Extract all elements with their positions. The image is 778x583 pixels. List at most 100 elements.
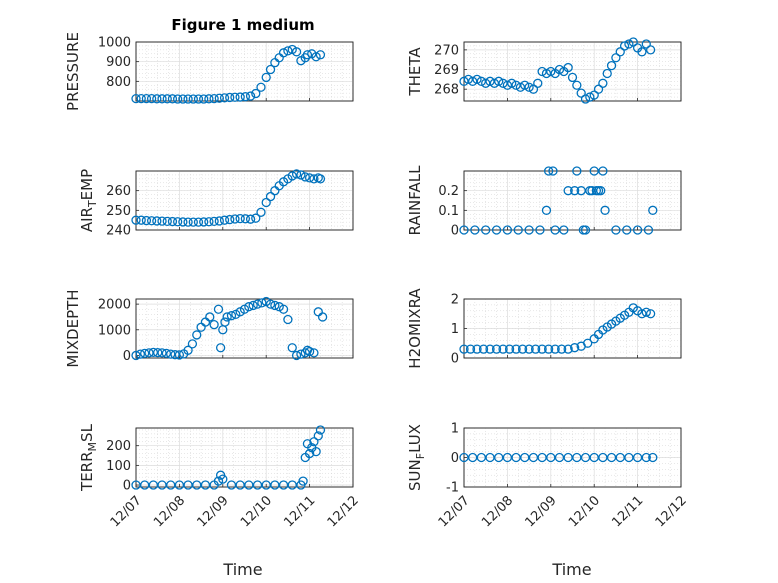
data-point bbox=[546, 66, 556, 77]
data-point bbox=[502, 452, 513, 463]
data-point bbox=[141, 215, 152, 226]
data-point bbox=[166, 480, 176, 490]
data-point bbox=[131, 215, 141, 225]
data-point bbox=[315, 174, 326, 184]
data-point bbox=[472, 344, 482, 354]
data-point bbox=[645, 45, 656, 55]
data-point bbox=[589, 90, 599, 100]
data-point bbox=[287, 480, 297, 490]
data-point bbox=[470, 225, 480, 235]
data-point bbox=[611, 53, 621, 63]
data-point bbox=[576, 88, 586, 98]
data-point bbox=[598, 452, 608, 463]
data-point bbox=[502, 80, 513, 90]
data-point bbox=[520, 80, 530, 90]
data-point bbox=[570, 343, 580, 353]
data-point bbox=[645, 309, 656, 319]
data-point bbox=[270, 300, 280, 311]
data-point bbox=[304, 448, 315, 459]
data-point bbox=[248, 300, 258, 311]
data-point bbox=[517, 344, 528, 354]
data-point bbox=[511, 80, 521, 90]
data-point bbox=[313, 431, 323, 441]
data-point bbox=[214, 93, 224, 103]
x-tick-label: 12/10 bbox=[238, 493, 275, 530]
y-tick-label: 2000 bbox=[98, 298, 131, 313]
data-point bbox=[183, 480, 193, 490]
data-point bbox=[624, 39, 634, 49]
data-point bbox=[572, 80, 582, 90]
data-point bbox=[641, 452, 651, 463]
data-point bbox=[296, 170, 306, 180]
data-point bbox=[140, 348, 150, 359]
data-point bbox=[648, 452, 658, 463]
data-point bbox=[300, 172, 310, 182]
data-point bbox=[174, 350, 185, 360]
data-point bbox=[209, 93, 219, 104]
data-point bbox=[213, 304, 224, 314]
data-point bbox=[563, 62, 573, 73]
data-point bbox=[131, 93, 141, 104]
data-point bbox=[637, 309, 647, 319]
data-point bbox=[209, 216, 219, 226]
x-tick-label: 12/11 bbox=[609, 493, 646, 530]
data-point bbox=[283, 314, 293, 325]
data-point bbox=[174, 480, 185, 490]
data-point bbox=[580, 452, 591, 463]
data-point bbox=[576, 186, 586, 196]
data-point bbox=[563, 452, 573, 463]
data-point bbox=[557, 344, 567, 354]
data-point bbox=[481, 225, 491, 235]
data-point bbox=[498, 78, 508, 88]
data-point bbox=[602, 68, 612, 79]
data-point bbox=[261, 72, 271, 83]
y-tick-label: 900 bbox=[106, 55, 131, 70]
data-point bbox=[567, 72, 578, 83]
data-point bbox=[600, 205, 610, 215]
data-point bbox=[183, 94, 193, 104]
data-point bbox=[315, 425, 326, 435]
y-axis-label: TERRMSL bbox=[78, 423, 99, 492]
data-point bbox=[468, 452, 478, 463]
data-point bbox=[587, 186, 597, 196]
data-point bbox=[235, 92, 245, 102]
data-point bbox=[256, 207, 266, 217]
subplot-6: 0 1 2 H2OMIXRA bbox=[406, 288, 682, 369]
data-point bbox=[524, 225, 534, 235]
data-point bbox=[261, 197, 271, 208]
data-point bbox=[222, 312, 232, 322]
x-tick-label: 12/10 bbox=[566, 493, 603, 530]
y-tick-label: 1000 bbox=[98, 36, 131, 51]
data-point bbox=[270, 480, 280, 490]
x-tick-label: 12/08 bbox=[479, 493, 516, 530]
data-point bbox=[583, 338, 593, 348]
x-tick-label: 12/12 bbox=[325, 493, 362, 530]
axes-box bbox=[135, 170, 354, 231]
data-point bbox=[537, 344, 547, 354]
data-point bbox=[146, 216, 157, 226]
data-point bbox=[265, 191, 276, 202]
data-point bbox=[628, 37, 638, 47]
y-tick-label: 800 bbox=[106, 75, 131, 90]
data-point bbox=[494, 76, 504, 86]
data-point bbox=[278, 304, 289, 314]
data-point bbox=[481, 78, 491, 88]
data-point bbox=[494, 452, 504, 463]
data-point bbox=[580, 94, 591, 104]
y-axis-label: RAINFALL bbox=[406, 165, 424, 236]
data-point bbox=[167, 216, 178, 227]
data-point bbox=[543, 344, 554, 354]
y-tick-label: 1 bbox=[451, 422, 459, 437]
subplot-1: 800 900 1000 PRESSURE bbox=[64, 32, 354, 111]
data-point bbox=[504, 344, 515, 354]
data-point bbox=[251, 88, 261, 99]
subplot-3: 240 250 260 AIRTEMP bbox=[78, 169, 354, 239]
data-point bbox=[535, 225, 545, 235]
data-point bbox=[152, 94, 162, 104]
data-point bbox=[183, 345, 193, 355]
data-point bbox=[596, 186, 606, 196]
data-point bbox=[278, 48, 289, 58]
data-point bbox=[570, 186, 580, 196]
data-point bbox=[491, 225, 502, 235]
